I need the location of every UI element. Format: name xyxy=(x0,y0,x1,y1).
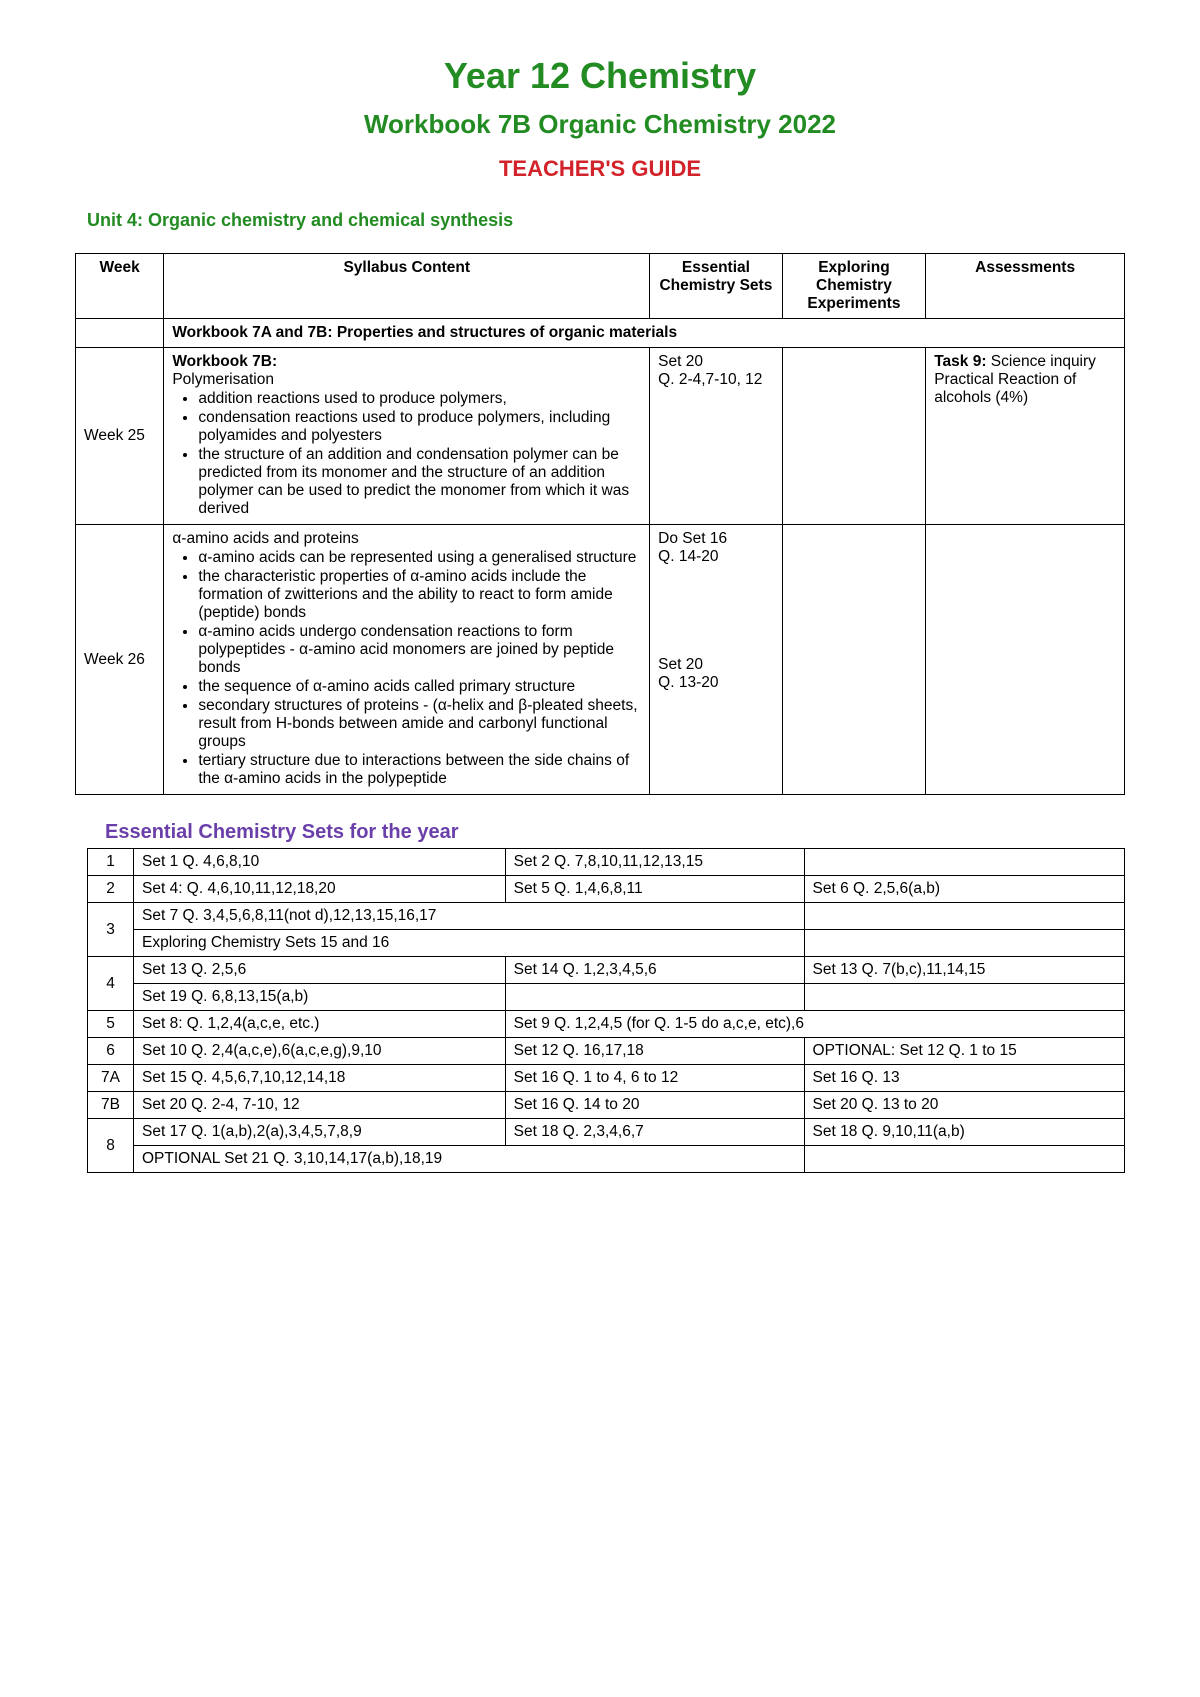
bullet-item: the characteristic properties of α-amino… xyxy=(198,568,641,622)
table-header-row: Week Syllabus Content Essential Chemistr… xyxy=(76,254,1125,319)
col-content: Syllabus Content xyxy=(164,254,650,319)
table-row: 1Set 1 Q. 4,6,8,10Set 2 Q. 7,8,10,11,12,… xyxy=(88,849,1125,876)
bullet-item: the structure of an addition and condens… xyxy=(198,446,641,518)
table-row: 7BSet 20 Q. 2-4, 7-10, 12Set 16 Q. 14 to… xyxy=(88,1092,1125,1119)
table-row: OPTIONAL Set 21 Q. 3,10,14,17(a,b),18,19 xyxy=(88,1146,1125,1173)
table-row: Set 19 Q. 6,8,13,15(a,b) xyxy=(88,984,1125,1011)
table-row: Week 25Workbook 7B:Polymerisationadditio… xyxy=(76,348,1125,525)
bullet-item: secondary structures of proteins - (α-he… xyxy=(198,697,641,751)
col-week: Week xyxy=(76,254,164,319)
page-title-1: Year 12 Chemistry xyxy=(75,55,1125,97)
sets-table: 1Set 1 Q. 4,6,8,10Set 2 Q. 7,8,10,11,12,… xyxy=(87,848,1125,1173)
table-row: Week 26α-amino acids and proteinsα-amino… xyxy=(76,525,1125,795)
table-row: 3Set 7 Q. 3,4,5,6,8,11(not d),12,13,15,1… xyxy=(88,903,1125,930)
table-row: 2Set 4: Q. 4,6,10,11,12,18,20Set 5 Q. 1,… xyxy=(88,876,1125,903)
table-row: 6Set 10 Q. 2,4(a,c,e),6(a,c,e,g),9,10Set… xyxy=(88,1038,1125,1065)
col-sets: Essential Chemistry Sets xyxy=(650,254,783,319)
bullet-item: condensation reactions used to produce p… xyxy=(198,409,641,445)
table-row: 5Set 8: Q. 1,2,4(a,c,e, etc.)Set 9 Q. 1,… xyxy=(88,1011,1125,1038)
bullet-item: tertiary structure due to interactions b… xyxy=(198,752,641,788)
unit-heading: Unit 4: Organic chemistry and chemical s… xyxy=(87,210,1125,231)
col-assessments: Assessments xyxy=(926,254,1125,319)
page-title-2: Workbook 7B Organic Chemistry 2022 xyxy=(75,109,1125,140)
sets-heading: Essential Chemistry Sets for the year xyxy=(105,821,1125,844)
syllabus-table: Week Syllabus Content Essential Chemistr… xyxy=(75,253,1125,795)
table-row: Exploring Chemistry Sets 15 and 16 xyxy=(88,930,1125,957)
bullet-item: addition reactions used to produce polym… xyxy=(198,390,641,408)
table-row: 7ASet 15 Q. 4,5,6,7,10,12,14,18Set 16 Q.… xyxy=(88,1065,1125,1092)
col-experiments: Exploring Chemistry Experiments xyxy=(782,254,926,319)
bullet-item: α-amino acids can be represented using a… xyxy=(198,549,641,567)
section-row: Workbook 7A and 7B: Properties and struc… xyxy=(76,319,1125,348)
table-row: 8Set 17 Q. 1(a,b),2(a),3,4,5,7,8,9Set 18… xyxy=(88,1119,1125,1146)
bullet-item: the sequence of α-amino acids called pri… xyxy=(198,678,641,696)
bullet-item: α-amino acids undergo condensation react… xyxy=(198,623,641,677)
page-title-3: TEACHER'S GUIDE xyxy=(75,156,1125,182)
table-row: 4Set 13 Q. 2,5,6Set 14 Q. 1,2,3,4,5,6Set… xyxy=(88,957,1125,984)
